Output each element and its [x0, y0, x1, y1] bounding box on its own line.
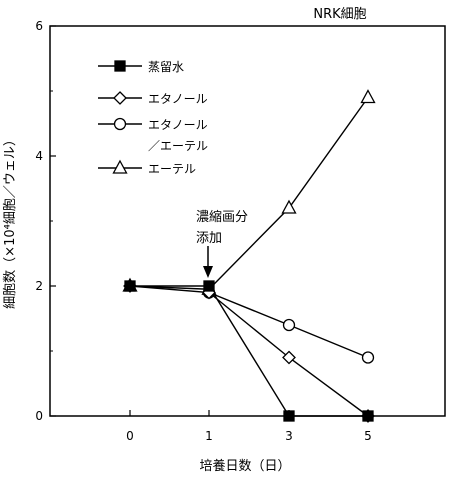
legend-label: ／エーテル	[148, 139, 208, 153]
data-point	[283, 410, 295, 422]
y-tick-label: 6	[35, 19, 43, 33]
chart-title: NRK細胞	[313, 7, 366, 22]
data-point	[282, 318, 296, 332]
data-point	[281, 199, 297, 214]
annotation-line-2: 添加	[196, 231, 222, 246]
x-tick-label: 5	[364, 429, 372, 443]
data-point	[362, 410, 374, 422]
x-tick-label: 1	[205, 429, 213, 443]
y-axis-title: 細胞数（×10⁴細胞／ウェル）	[3, 133, 18, 309]
x-tick-label: 0	[126, 429, 134, 443]
annotation: 濃縮画分 添加	[196, 209, 248, 278]
x-axis-title: 培養日数（日）	[199, 458, 290, 474]
data-point	[282, 350, 296, 365]
y-tick-label: 4	[35, 149, 43, 163]
x-tick-label: 3	[285, 429, 293, 443]
series-line	[129, 97, 369, 290]
data-point	[360, 89, 376, 104]
y-tick-label: 2	[35, 279, 43, 293]
annotation-line-1: 濃縮画分	[196, 209, 248, 225]
legend-label: 蒸留水	[148, 60, 184, 74]
legend-marker	[112, 159, 128, 174]
y-tick-label: 0	[35, 409, 43, 423]
data-point	[124, 280, 136, 292]
data-point	[203, 280, 215, 292]
series-line	[130, 285, 368, 417]
annotation-arrow-head	[203, 266, 213, 278]
legend-label: エタノール	[148, 92, 208, 106]
legend-marker	[114, 60, 126, 72]
series-line	[129, 285, 369, 417]
legend-label: エタノール	[148, 118, 208, 132]
legend-label: エーテル	[148, 162, 196, 176]
data-point	[361, 351, 375, 364]
legend-marker	[113, 117, 127, 131]
legend-marker	[113, 91, 127, 105]
series-layer	[122, 89, 376, 423]
